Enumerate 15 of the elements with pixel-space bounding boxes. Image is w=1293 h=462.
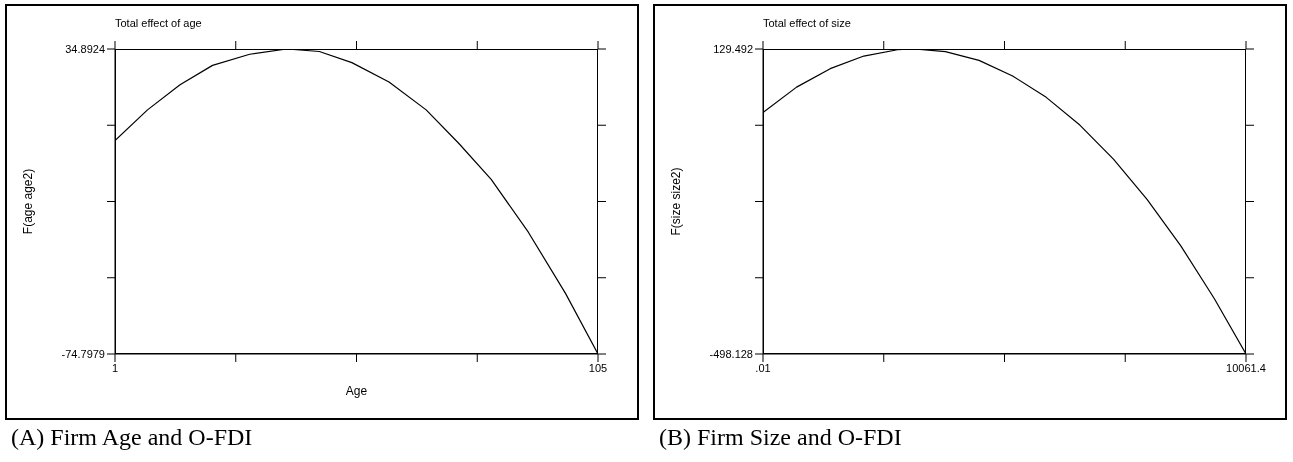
x-tick-label: 1	[111, 361, 119, 374]
y-axis-title: F(size size2)	[669, 167, 684, 236]
x-axis-title: Age	[345, 384, 368, 398]
y-axis-title: F(age age2)	[21, 168, 36, 235]
text: (A) Firm Age and O-FDI	[11, 424, 253, 451]
x-tick-label: .01	[755, 361, 771, 374]
text: (B) Firm Size and O-FDI	[659, 424, 902, 451]
y-tick-label: 34.8924	[65, 42, 105, 55]
y-tick-label: -498.128	[709, 347, 753, 360]
y-tick-label: -74.7979	[61, 347, 105, 360]
chart-title: Total effect of age	[115, 17, 202, 29]
x-tick-label: 105	[588, 361, 608, 374]
chart-title: Total effect of size	[763, 17, 851, 29]
x-tick-label: 10061.4	[1226, 361, 1266, 374]
y-tick-label: 129.492	[713, 42, 753, 55]
